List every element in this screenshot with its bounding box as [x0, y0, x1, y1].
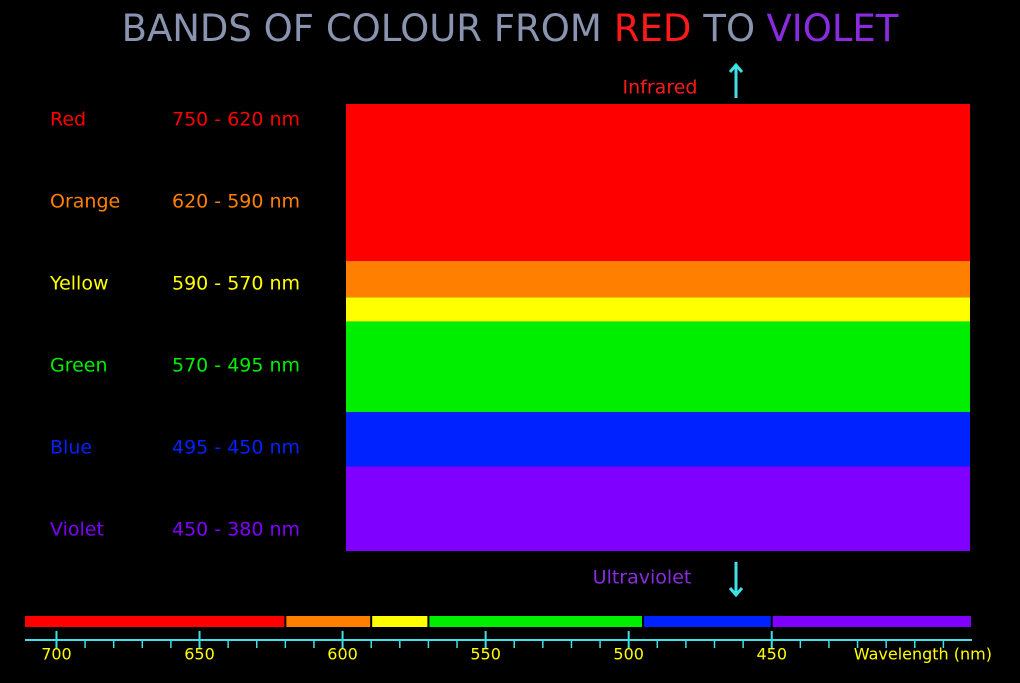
x-tick-label: 450 — [756, 645, 787, 664]
band-name: Red — [50, 109, 86, 131]
band-range: 495 - 450 nm — [172, 437, 300, 459]
down-arrow — [728, 562, 744, 598]
band-range: 570 - 495 nm — [172, 355, 300, 377]
x-tick-label: 600 — [327, 645, 358, 664]
title-part: TO — [702, 7, 754, 50]
spectrum-segment — [25, 616, 285, 627]
band-name: Orange — [50, 191, 120, 213]
band — [346, 104, 970, 262]
spectrum-segment — [643, 616, 771, 627]
band — [346, 321, 970, 413]
spectrum-segment — [772, 616, 971, 627]
x-tick-label: 550 — [470, 645, 501, 664]
title-part: RED — [614, 7, 692, 50]
band-range: 620 - 590 nm — [172, 191, 300, 213]
x-tick-label: 650 — [184, 645, 215, 664]
spectrum-segment — [286, 616, 371, 627]
spectrum-segment — [372, 616, 428, 627]
x-tick-label: 500 — [613, 645, 644, 664]
title-part: VIOLET — [766, 7, 898, 50]
band — [346, 412, 970, 467]
title-part: BANDS OF COLOUR FROM — [122, 7, 602, 50]
band-name: Yellow — [49, 273, 109, 295]
band — [346, 297, 970, 322]
infrared-label: Infrared — [623, 77, 698, 99]
band-range: 750 - 620 nm — [172, 109, 300, 131]
up-arrow — [728, 62, 744, 98]
band — [346, 261, 970, 298]
band-name: Green — [50, 355, 108, 377]
x-axis-label: Wavelength (nm) — [854, 645, 992, 664]
band-range: 450 - 380 nm — [172, 519, 300, 541]
band-name: Blue — [50, 437, 92, 459]
band — [346, 466, 970, 551]
spectrum-bar — [25, 616, 971, 627]
ultraviolet-label: Ultraviolet — [593, 567, 692, 589]
band-name: Violet — [50, 519, 104, 541]
x-tick-label: 700 — [41, 645, 72, 664]
title: BANDS OF COLOUR FROM RED TO VIOLET — [122, 7, 899, 50]
spectrum-segment — [429, 616, 642, 627]
band-range: 590 - 570 nm — [172, 273, 300, 295]
